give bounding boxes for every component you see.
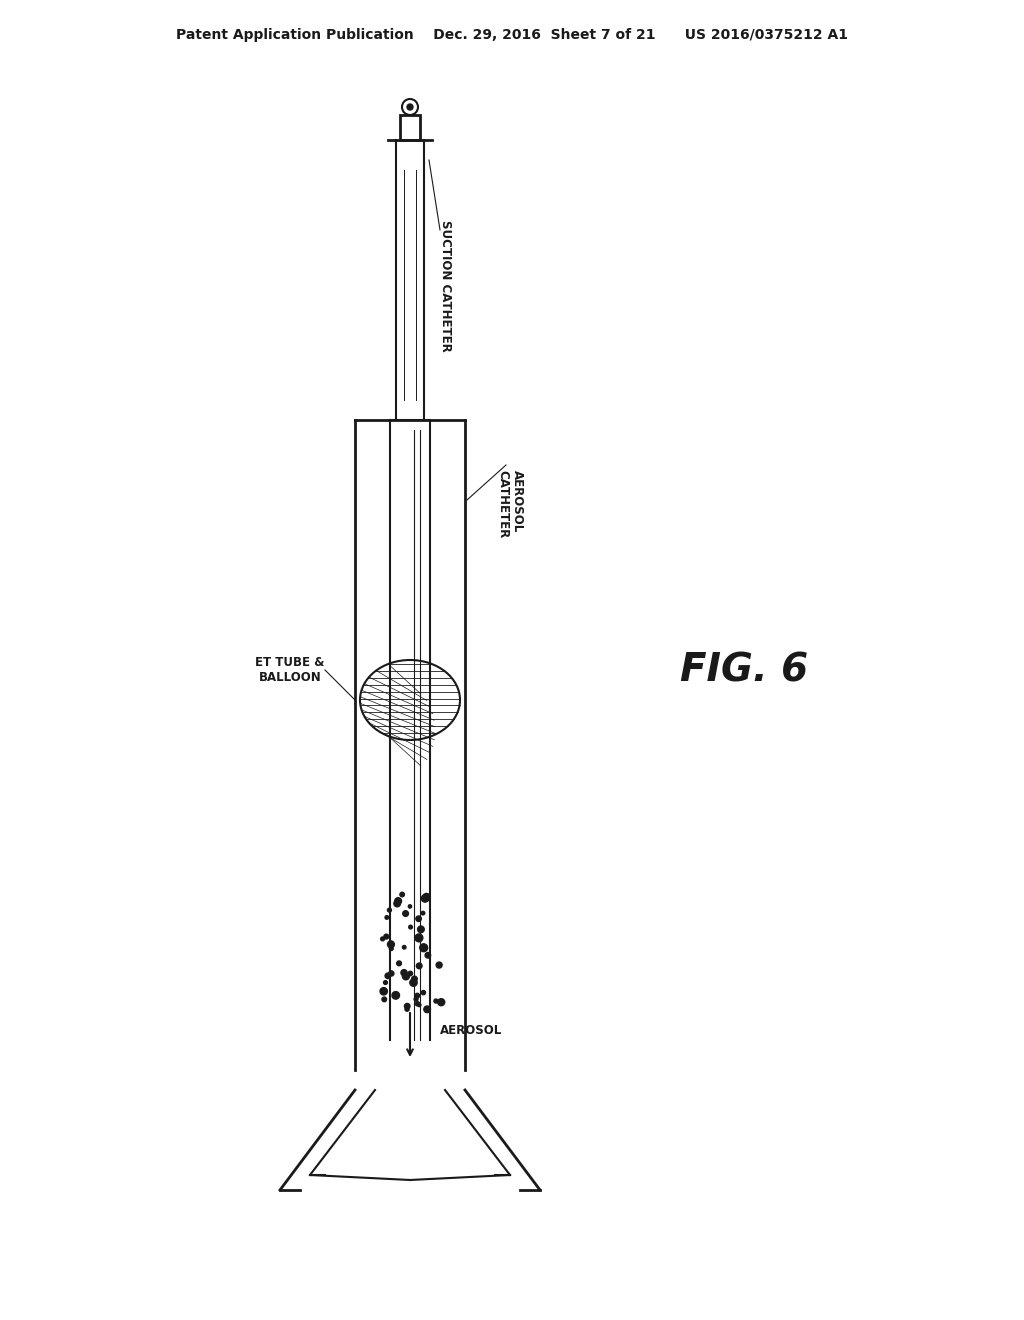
Text: AEROSOL: AEROSOL [440,1023,502,1036]
Circle shape [406,1007,410,1011]
Circle shape [400,892,404,896]
Circle shape [414,997,418,1001]
Circle shape [402,911,409,916]
Circle shape [408,972,413,975]
Text: SUCTION CATHETER: SUCTION CATHETER [438,220,452,351]
Circle shape [380,987,387,995]
Circle shape [389,970,394,975]
Circle shape [387,908,391,912]
Circle shape [434,999,438,1003]
Circle shape [396,961,401,966]
Circle shape [437,999,444,1006]
Circle shape [404,1003,410,1008]
Circle shape [384,981,387,985]
Circle shape [436,962,442,968]
Circle shape [420,944,428,952]
Circle shape [382,997,387,1002]
Circle shape [402,973,410,979]
Circle shape [418,1003,421,1007]
Circle shape [407,104,413,110]
Circle shape [421,911,425,915]
Circle shape [409,904,412,908]
Circle shape [421,895,429,902]
Circle shape [409,925,413,929]
Circle shape [389,946,393,950]
Circle shape [384,935,389,939]
Circle shape [392,991,399,999]
Circle shape [394,898,401,904]
Circle shape [385,973,390,978]
Circle shape [418,927,424,933]
Circle shape [401,970,408,975]
Circle shape [421,990,426,995]
Circle shape [394,900,400,907]
Circle shape [410,979,417,986]
Circle shape [387,941,394,948]
Text: Patent Application Publication    Dec. 29, 2016  Sheet 7 of 21      US 2016/0375: Patent Application Publication Dec. 29, … [176,28,848,42]
Text: AEROSOL
CATHETER: AEROSOL CATHETER [496,470,524,539]
Text: ET TUBE &
BALLOON: ET TUBE & BALLOON [255,656,325,684]
Circle shape [385,916,388,919]
Circle shape [425,953,431,958]
Circle shape [416,916,421,921]
Circle shape [424,1006,430,1012]
Circle shape [415,994,420,998]
Circle shape [412,977,417,982]
Circle shape [416,1002,420,1006]
Circle shape [381,937,384,941]
Circle shape [423,894,430,902]
Text: FIG. 6: FIG. 6 [680,651,808,689]
Circle shape [402,945,406,949]
Circle shape [417,964,422,969]
Circle shape [415,935,423,941]
